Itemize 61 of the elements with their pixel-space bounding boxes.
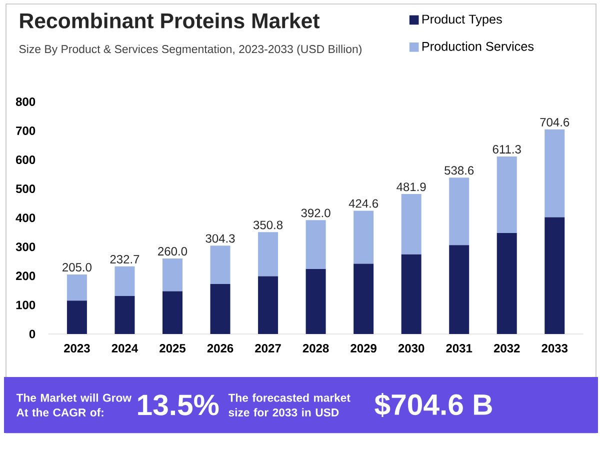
x-tick-label: 2024 [112, 344, 138, 353]
bar [496, 232, 517, 334]
y-tick-label: 600 [16, 156, 36, 164]
text: 13.5% [138, 394, 219, 416]
y-tick-label: 800 [16, 97, 36, 106]
bar [114, 296, 135, 334]
y-tick-label: 300 [16, 242, 36, 252]
legend-label: Product Types [422, 14, 502, 26]
bar [162, 291, 182, 334]
total-label: 232.7 [110, 254, 140, 264]
x-tick-label: 2030 [398, 344, 424, 353]
total-label: 704.6 [540, 118, 570, 126]
x-tick-label: 2029 [350, 344, 376, 353]
total-label: 481.9 [396, 182, 426, 192]
bar [401, 194, 422, 254]
total-label: 538.6 [444, 166, 474, 175]
total-label: 611.3 [492, 145, 521, 154]
bar [544, 129, 565, 218]
text: The forecasted market size for 2033 in USD [228, 393, 350, 416]
bar [354, 264, 374, 334]
bar [66, 300, 87, 334]
bar [401, 254, 422, 334]
bar [258, 232, 278, 276]
bar [496, 156, 517, 233]
text: $704.6 B [374, 393, 492, 417]
total-label: 350.8 [253, 220, 283, 230]
total-label: 304.3 [206, 234, 235, 243]
x-tick-label: 2032 [494, 344, 520, 353]
chart-subtitle: Size By Product & Services Segmentation, 2023-2033 (USD Billion) [19, 44, 362, 56]
bar [162, 258, 182, 292]
bar [66, 274, 87, 301]
bar [114, 266, 135, 296]
x-tick-label: 2023 [64, 344, 90, 353]
y-tick-label: 0 [29, 330, 36, 338]
y-tick-label: 100 [16, 300, 36, 310]
total-label: 205.0 [62, 263, 92, 272]
bar [210, 246, 230, 284]
text: The Market will Grow At the CAGR of: [16, 393, 132, 416]
y-tick-label: 700 [16, 126, 36, 135]
bar [449, 245, 470, 334]
bar [258, 276, 278, 334]
bar [544, 217, 565, 334]
y-tick-label: 400 [16, 214, 36, 222]
total-label: 392.0 [301, 208, 330, 218]
chart-title: Recombinant Proteins Market [20, 12, 320, 28]
total-label: 424.6 [348, 199, 378, 208]
x-tick-label: 2028 [302, 344, 329, 353]
x-tick-label: 2025 [160, 344, 186, 353]
bar [306, 268, 326, 334]
x-tick-label: 2027 [255, 344, 281, 353]
legend-label: Production Services [422, 42, 534, 51]
bar [306, 220, 326, 269]
total-label: 260.0 [158, 247, 188, 256]
y-tick-label: 200 [16, 272, 36, 280]
y-tick-label: 500 [16, 184, 36, 194]
x-tick-label: 2031 [446, 344, 472, 353]
x-tick-label: 2026 [207, 344, 234, 353]
bar [354, 210, 374, 264]
x-tick-label: 2033 [542, 344, 568, 353]
bar [449, 178, 470, 246]
bar [210, 284, 230, 334]
